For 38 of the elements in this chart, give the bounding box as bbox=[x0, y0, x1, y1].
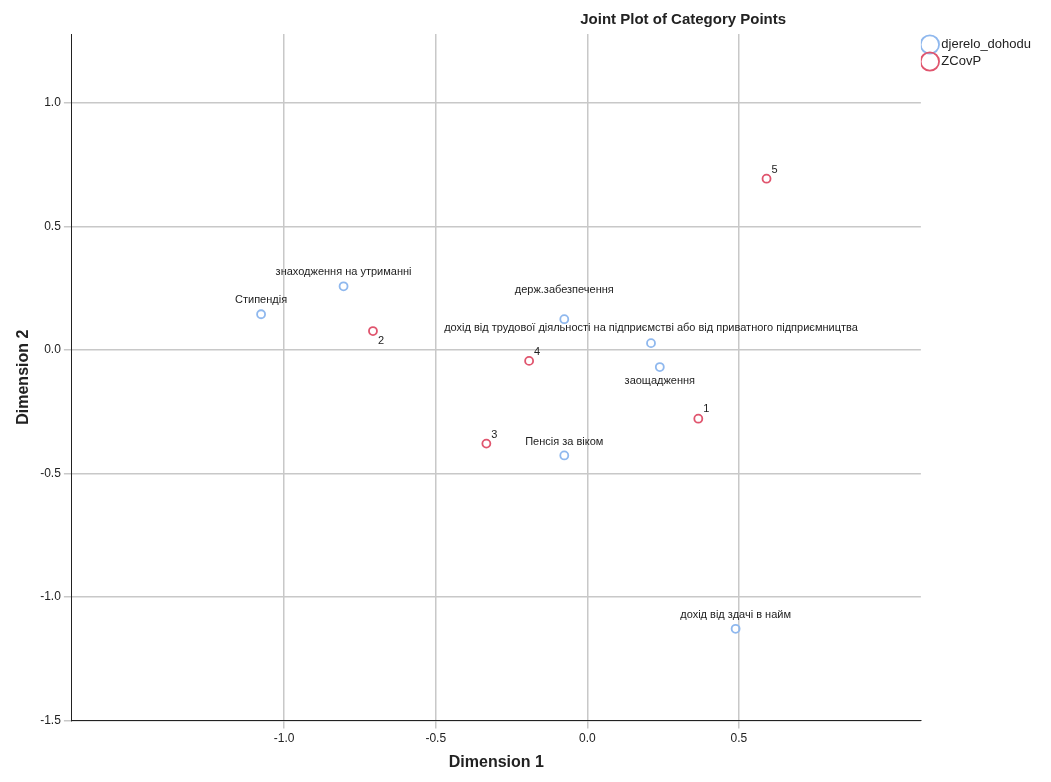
chart-title: Joint Plot of Category Points bbox=[580, 10, 787, 27]
annotation: Пенсія за віком bbox=[525, 434, 604, 447]
y-tick-label: -1.5 bbox=[40, 712, 62, 727]
point bbox=[693, 413, 704, 424]
y-tick-label: 0.5 bbox=[44, 218, 62, 233]
legend-label: djerelo_dohodu bbox=[941, 36, 1032, 52]
point bbox=[338, 281, 349, 292]
point bbox=[524, 356, 535, 366]
point bbox=[654, 362, 665, 372]
x-axis-title: Dimension 1 bbox=[448, 752, 545, 770]
x-tick-label: -1.0 bbox=[273, 730, 295, 745]
annotation: 3 bbox=[491, 427, 498, 440]
point bbox=[761, 173, 772, 184]
annotation: 2 bbox=[377, 334, 385, 347]
x-tick-label: 0.5 bbox=[730, 730, 748, 745]
annotation: заощадження bbox=[624, 374, 696, 387]
annotation: 5 bbox=[771, 162, 778, 175]
annotation: дохід від здачі в найм bbox=[680, 607, 791, 620]
annotation: знаходження на утриманні bbox=[275, 265, 412, 278]
y-tick-label: 1.0 bbox=[44, 95, 62, 110]
point bbox=[730, 623, 741, 634]
y-tick-label: -1.0 bbox=[40, 589, 62, 604]
y-tick-label: 0.0 bbox=[44, 342, 62, 357]
annotation: дохід від трудової діяльності на підприємстві або від приватного підприємництва bbox=[444, 321, 859, 334]
annotation: держ.забезпечення bbox=[514, 283, 614, 296]
annotation: Стипендія bbox=[235, 293, 288, 306]
x-tick-label: 0.0 bbox=[578, 730, 596, 745]
y-tick-label: -0.5 bbox=[40, 465, 62, 480]
point bbox=[368, 326, 378, 336]
annotation: 1 bbox=[703, 401, 710, 414]
y-axis-title: Dimension 2 bbox=[14, 329, 32, 425]
point bbox=[646, 338, 656, 349]
annotation: 4 bbox=[534, 344, 541, 357]
point bbox=[481, 438, 492, 449]
x-tick-label: -0.5 bbox=[425, 730, 447, 745]
legend-label: ZCovP bbox=[941, 53, 982, 69]
point bbox=[256, 309, 266, 320]
point bbox=[559, 450, 570, 461]
